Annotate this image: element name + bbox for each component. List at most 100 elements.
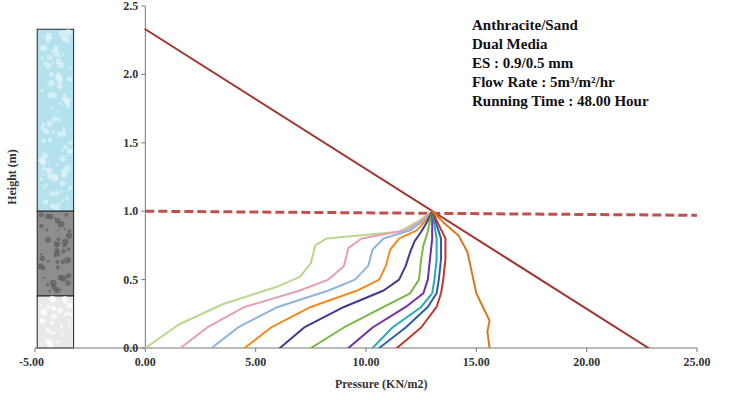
texture — [53, 204, 59, 210]
texture — [51, 284, 56, 289]
texture — [40, 89, 43, 92]
texture — [58, 118, 62, 122]
texture — [45, 214, 50, 219]
texture — [45, 237, 51, 243]
texture — [46, 120, 52, 126]
y-tick — [141, 142, 145, 143]
texture — [60, 260, 64, 264]
texture — [68, 188, 71, 191]
texture — [47, 329, 51, 333]
texture — [49, 191, 54, 196]
texture — [41, 126, 44, 129]
texture — [47, 260, 50, 263]
texture — [55, 218, 60, 223]
texture — [66, 232, 72, 238]
texture — [62, 334, 65, 337]
x-tick-label: 15.00 — [463, 355, 490, 369]
series-line — [212, 211, 433, 348]
texture — [42, 173, 45, 176]
texture — [64, 228, 66, 230]
y-axis-title: Height (m) — [5, 149, 19, 205]
x-axis-title: Pressure (KN/m2) — [335, 377, 428, 391]
texture — [39, 224, 44, 229]
series-line — [145, 29, 648, 348]
y-tick-label: 1.0 — [123, 204, 138, 218]
texture — [60, 289, 62, 291]
x-tick-label: 10.00 — [353, 355, 380, 369]
texture — [56, 164, 58, 166]
texture — [51, 175, 58, 182]
texture — [48, 92, 53, 97]
texture — [51, 132, 53, 134]
x-tick-label: 20.00 — [573, 355, 600, 369]
texture — [48, 80, 55, 87]
texture — [40, 320, 43, 323]
texture — [47, 54, 53, 60]
texture — [45, 84, 47, 86]
texture — [57, 230, 59, 232]
y-tick — [141, 279, 145, 280]
media-column — [37, 29, 73, 348]
texture — [49, 296, 56, 303]
texture — [40, 45, 47, 52]
texture — [51, 306, 56, 311]
texture — [61, 149, 64, 152]
series-group — [145, 29, 697, 348]
texture — [65, 197, 69, 201]
texture — [69, 67, 72, 70]
texture — [59, 102, 62, 105]
texture — [51, 49, 54, 52]
texture — [67, 325, 70, 328]
texture — [69, 321, 71, 323]
texture — [60, 181, 66, 187]
texture — [37, 263, 43, 269]
x-tick — [255, 348, 256, 352]
texture — [64, 313, 67, 316]
texture — [42, 266, 44, 268]
texture — [57, 237, 61, 241]
annotation: Dual Media — [472, 36, 548, 52]
y-axis — [145, 6, 146, 348]
texture — [50, 321, 54, 325]
texture — [51, 313, 57, 319]
x-tick-label: 5.00 — [245, 355, 266, 369]
texture — [63, 131, 66, 134]
texture — [54, 190, 59, 195]
series-line — [379, 211, 441, 348]
texture — [65, 280, 71, 286]
x-tick-label: 0.00 — [135, 355, 156, 369]
annotation: ES : 0.9/0.5 mm — [472, 55, 574, 71]
texture — [43, 277, 45, 279]
texture — [39, 318, 45, 324]
texture — [57, 111, 59, 113]
y-tick-label: 1.5 — [123, 136, 138, 150]
texture — [54, 250, 60, 256]
texture — [66, 303, 72, 309]
texture — [68, 229, 72, 233]
texture — [60, 203, 62, 205]
annotation: Running Time : 48.00 Hour — [472, 93, 649, 109]
texture — [40, 177, 44, 181]
media-layer — [37, 29, 73, 211]
texture — [64, 213, 68, 217]
texture — [67, 76, 73, 82]
texture — [42, 167, 46, 171]
texture — [40, 56, 44, 60]
texture — [60, 190, 63, 193]
texture — [65, 29, 72, 36]
x-tick — [145, 348, 146, 352]
texture — [48, 137, 53, 142]
texture — [67, 247, 71, 251]
texture — [62, 54, 64, 56]
texture — [49, 72, 54, 77]
texture — [56, 266, 60, 270]
texture — [45, 183, 48, 186]
annotation: Flow Rate : 5m³/m²/hr — [472, 74, 615, 90]
texture — [68, 140, 72, 144]
texture — [55, 260, 59, 264]
texture — [40, 157, 45, 162]
y-tick — [141, 6, 145, 7]
texture — [66, 273, 71, 278]
texture — [68, 260, 70, 262]
texture — [40, 256, 45, 261]
